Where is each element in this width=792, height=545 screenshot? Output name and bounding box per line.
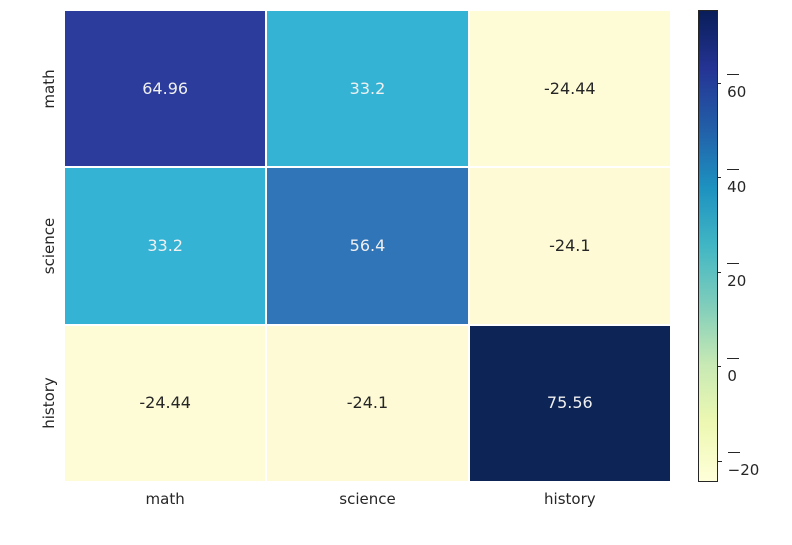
colorbar-tick-label: 0 [727,349,743,385]
heatmap-cell: 33.2 [266,10,468,167]
colorbar-tick-dash-icon [727,169,739,170]
y-tick-label: history [40,378,58,430]
colorbar-tick-mark [718,83,721,84]
colorbar-tick-mark [718,366,721,367]
heatmap-cell: -24.1 [469,167,671,324]
colorbar-tick-label: 60 [727,65,748,101]
x-tick-label: science [339,490,395,508]
y-tick-label: science [40,218,58,274]
colorbar-tick: 20 [718,254,748,290]
heatmap-cell: 64.96 [64,10,266,167]
colorbar: −200204060 [698,10,718,482]
colorbar-tick-label: −20 [728,443,761,479]
x-tick-label: math [146,490,185,508]
heatmap-cell: -24.44 [469,10,671,167]
colorbar-tick-mark [718,272,721,273]
colorbar-tick: 0 [718,349,743,385]
colorbar-tick-dash-icon [727,358,739,359]
colorbar-tick-dash-icon [727,74,739,75]
heatmap-cell: 75.56 [469,325,671,482]
heatmap-cell: 33.2 [64,167,266,324]
heatmap-grid: 64.9633.2-24.4433.256.4-24.1-24.44-24.17… [64,10,671,482]
heatmap-cell: -24.1 [266,325,468,482]
colorbar-tick-mark [718,461,722,462]
colorbar-tick-dash-icon [728,452,740,453]
colorbar-tick-label: 20 [727,254,748,290]
x-tick-label: history [544,490,596,508]
figure: 64.9633.2-24.4433.256.4-24.1-24.44-24.17… [0,0,792,545]
colorbar-tick: −20 [718,443,761,479]
colorbar-tick: 60 [718,65,748,101]
heatmap-cell: -24.44 [64,325,266,482]
colorbar-tick: 40 [718,160,748,196]
colorbar-tick-mark [718,177,721,178]
y-tick-label: math [40,69,58,108]
heatmap-cell: 56.4 [266,167,468,324]
colorbar-tick-dash-icon [727,263,739,264]
colorbar-outline [698,10,718,482]
colorbar-tick-label: 40 [727,160,748,196]
